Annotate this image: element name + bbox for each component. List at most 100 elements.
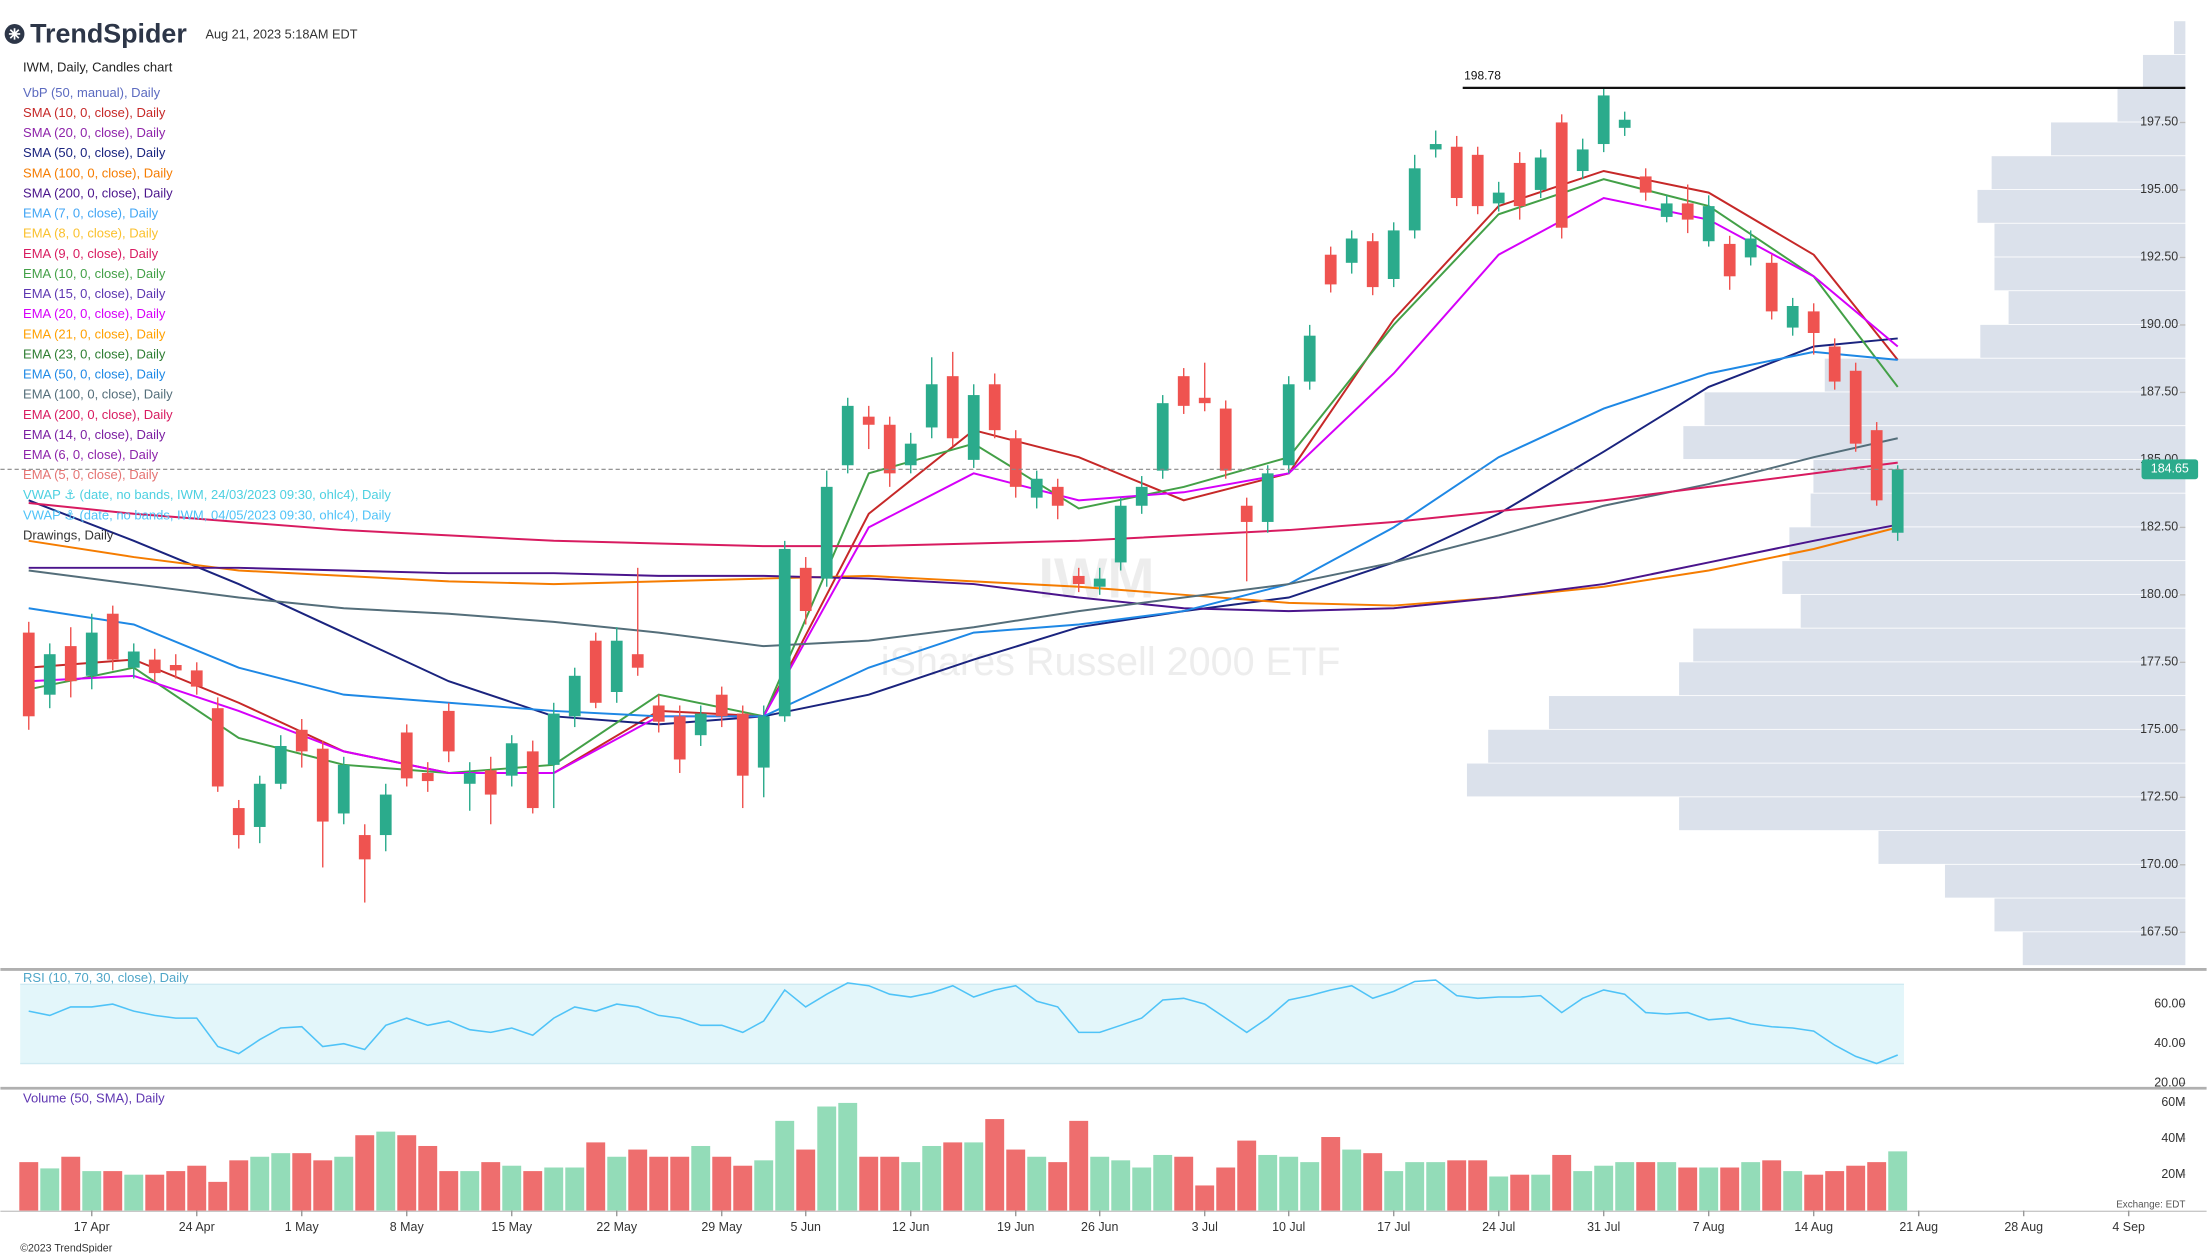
y-tick-label: 180.00 [2140, 587, 2178, 601]
legend-entry: EMA (6, 0, close), Daily [23, 447, 159, 462]
volume-profile-bar [2117, 88, 2186, 122]
candle-body [652, 705, 665, 722]
volume-bar [565, 1167, 585, 1211]
volume-bar [271, 1153, 291, 1211]
candle-body [1660, 203, 1673, 217]
candle-body [694, 713, 707, 736]
logo-icon-legs [8, 28, 21, 40]
volume-bar [397, 1135, 417, 1211]
candle-body [1723, 243, 1736, 277]
volume-bar [1300, 1162, 1320, 1211]
legend-entry: SMA (10, 0, close), Daily [23, 105, 166, 120]
candle-body [1534, 157, 1547, 190]
candle-body [169, 665, 182, 671]
x-tick-label: 3 Jul [1192, 1220, 1218, 1234]
rsi-label: RSI (10, 70, 30, close), Daily [23, 970, 189, 985]
volume-bar [502, 1165, 522, 1211]
candle-body [1135, 486, 1148, 506]
volume-bar [754, 1160, 774, 1211]
candle-body [1576, 149, 1589, 172]
volume-bar [1636, 1162, 1656, 1211]
legend-entry: EMA (8, 0, close), Daily [23, 226, 159, 241]
candle-body [526, 751, 539, 809]
volume-bar [1006, 1149, 1026, 1211]
volume-bar [1426, 1162, 1446, 1211]
volume-bar [1552, 1154, 1572, 1211]
indicator-line [28, 526, 1898, 607]
candle-body [400, 732, 413, 779]
volume-bar [733, 1165, 753, 1211]
candle-body [904, 443, 917, 466]
volume-tick-label: 60M [2161, 1095, 2185, 1109]
volume-profile-bar [1800, 594, 2186, 628]
candle-body [1555, 122, 1568, 228]
candle-body [253, 783, 266, 827]
volume-bar [859, 1156, 879, 1211]
candle-body [1114, 505, 1127, 563]
volume-bar [1069, 1120, 1089, 1211]
legend-entry: SMA (50, 0, close), Daily [23, 145, 166, 160]
candle-body [1492, 192, 1505, 204]
brand: TrendSpider [30, 18, 187, 48]
candle-body [463, 772, 476, 784]
x-tick-label: 17 Jul [1377, 1220, 1410, 1234]
candle-body [1030, 478, 1043, 498]
rsi-band [20, 984, 1904, 1064]
watermark: IWM iShares Russell 2000 ETF [881, 547, 1341, 685]
volume-bar [418, 1145, 438, 1211]
volume-profile-bar [1977, 189, 2186, 223]
volume-bar [103, 1171, 123, 1211]
candle-body [589, 640, 602, 703]
indicator-line [28, 523, 1898, 613]
volume-bar [1132, 1167, 1152, 1211]
candle-body [1156, 403, 1169, 471]
volume-bar [943, 1142, 963, 1211]
x-tick-label: 22 May [596, 1220, 638, 1234]
volume-bar [1678, 1167, 1698, 1211]
candle-body [1639, 176, 1652, 193]
volume-profile-bar [2174, 21, 2186, 55]
candle-body [1681, 203, 1694, 220]
volume-bar [985, 1119, 1005, 1211]
volume-bar [334, 1156, 354, 1211]
legend-entry: VWAP ⚓ (date, no bands, IWM, 24/03/2023 … [23, 487, 391, 502]
volume-profile-bar [1994, 898, 2186, 932]
rsi-tick-label: 40.00 [2154, 1036, 2185, 1050]
candle-body [43, 654, 56, 695]
candle-body [1471, 154, 1484, 207]
candle-body [1366, 241, 1379, 288]
volume-bar [880, 1156, 900, 1211]
volume-bar [1279, 1156, 1299, 1211]
candle-body [1219, 408, 1232, 471]
candle-body [1765, 262, 1778, 312]
volume-bar [1174, 1156, 1194, 1211]
candle-body [295, 729, 308, 752]
volume-profile-bar [1704, 392, 2186, 426]
volume-bar [1090, 1156, 1110, 1211]
volume-bar [460, 1171, 480, 1211]
candle-body [1408, 168, 1421, 231]
y-tick-label: 170.00 [2140, 857, 2178, 871]
volume-bar [1888, 1151, 1908, 1211]
volume-bar [670, 1156, 690, 1211]
candle-body [778, 548, 791, 717]
exchange-note: Exchange: EDT [2116, 1200, 2185, 1211]
volume-bar [817, 1106, 837, 1211]
volume-bar [922, 1145, 942, 1211]
volume-profile-bar [2142, 54, 2186, 88]
x-tick-label: 24 Apr [179, 1220, 215, 1234]
volume-bar [1153, 1154, 1173, 1211]
candle-body [1870, 430, 1883, 501]
legend-entry: EMA (7, 0, close), Daily [23, 206, 159, 221]
candle-body [85, 632, 98, 676]
volume-bar [586, 1142, 606, 1211]
volume-bar [376, 1131, 396, 1211]
legend-entry: EMA (5, 0, close), Daily [23, 467, 159, 482]
volume-bar [838, 1102, 858, 1211]
volume-bar [544, 1167, 564, 1211]
volume-profile-bar [2022, 932, 2186, 966]
volume-profile-bar [1878, 831, 2186, 864]
volume-bar [1258, 1154, 1278, 1211]
